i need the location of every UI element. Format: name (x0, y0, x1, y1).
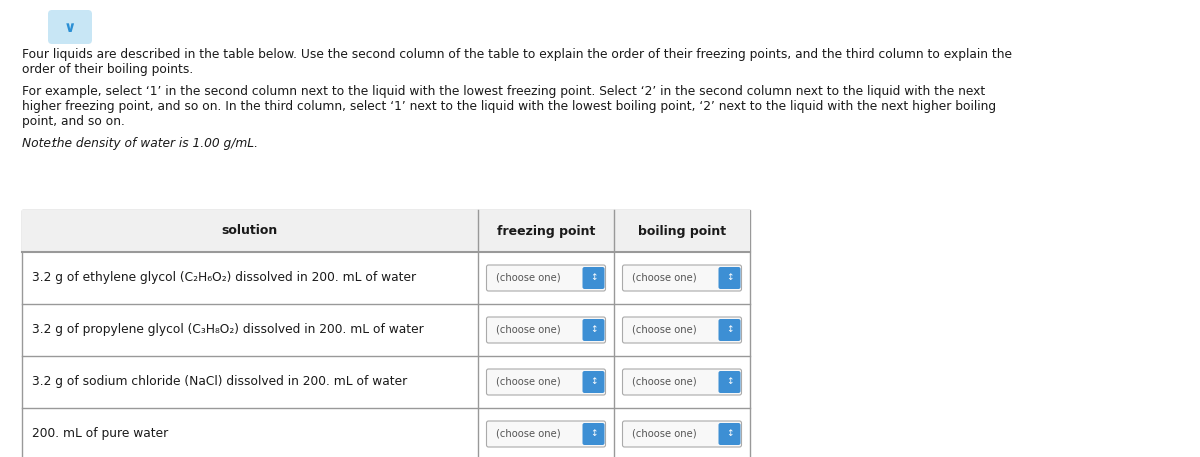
Text: Note:: Note: (22, 137, 59, 150)
FancyBboxPatch shape (623, 369, 742, 395)
FancyBboxPatch shape (582, 267, 605, 289)
Text: For example, select ‘1’ in the second column next to the liquid with the lowest : For example, select ‘1’ in the second co… (22, 85, 985, 98)
FancyBboxPatch shape (486, 421, 606, 447)
Bar (22, 210, 750, 457)
Text: (choose one): (choose one) (631, 325, 696, 335)
Text: ↕: ↕ (589, 377, 598, 386)
Text: solution: solution (222, 224, 278, 238)
FancyBboxPatch shape (719, 319, 740, 341)
Text: boiling point: boiling point (638, 224, 726, 238)
FancyBboxPatch shape (623, 317, 742, 343)
Text: Four liquids are described in the table below. Use the second column of the tabl: Four liquids are described in the table … (22, 48, 1012, 61)
Text: (choose one): (choose one) (496, 429, 560, 439)
Text: freezing point: freezing point (497, 224, 595, 238)
FancyBboxPatch shape (719, 423, 740, 445)
Text: point, and so on.: point, and so on. (22, 115, 125, 128)
FancyBboxPatch shape (623, 421, 742, 447)
FancyBboxPatch shape (486, 317, 606, 343)
Text: (choose one): (choose one) (496, 377, 560, 387)
Text: (choose one): (choose one) (631, 377, 696, 387)
FancyBboxPatch shape (719, 267, 740, 289)
FancyBboxPatch shape (486, 265, 606, 291)
FancyBboxPatch shape (582, 319, 605, 341)
Text: the density of water is 1.00 g/mL.: the density of water is 1.00 g/mL. (52, 137, 258, 150)
FancyBboxPatch shape (623, 265, 742, 291)
Text: (choose one): (choose one) (496, 273, 560, 283)
FancyBboxPatch shape (719, 371, 740, 393)
Text: order of their boiling points.: order of their boiling points. (22, 63, 193, 76)
Text: ↕: ↕ (726, 273, 733, 282)
Text: 200. mL of pure water: 200. mL of pure water (32, 427, 168, 441)
Text: ∨: ∨ (64, 21, 76, 36)
Bar (22, 210, 750, 252)
Text: ↕: ↕ (726, 325, 733, 334)
Text: higher freezing point, and so on. In the third column, select ‘1’ next to the li: higher freezing point, and so on. In the… (22, 100, 996, 113)
Text: ↕: ↕ (726, 377, 733, 386)
FancyBboxPatch shape (582, 423, 605, 445)
FancyBboxPatch shape (582, 371, 605, 393)
Text: 3.2 g of propylene glycol (C₃H₈O₂) dissolved in 200. mL of water: 3.2 g of propylene glycol (C₃H₈O₂) disso… (32, 324, 424, 336)
FancyBboxPatch shape (486, 369, 606, 395)
FancyBboxPatch shape (48, 10, 92, 44)
Text: 3.2 g of ethylene glycol (C₂H₆O₂) dissolved in 200. mL of water: 3.2 g of ethylene glycol (C₂H₆O₂) dissol… (32, 271, 416, 285)
Text: 3.2 g of sodium chloride (NaCl) dissolved in 200. mL of water: 3.2 g of sodium chloride (NaCl) dissolve… (32, 376, 407, 388)
Text: ↕: ↕ (726, 429, 733, 438)
Text: ↕: ↕ (589, 429, 598, 438)
Text: (choose one): (choose one) (631, 273, 696, 283)
Text: ↕: ↕ (589, 273, 598, 282)
Text: (choose one): (choose one) (631, 429, 696, 439)
Text: ↕: ↕ (589, 325, 598, 334)
Text: (choose one): (choose one) (496, 325, 560, 335)
